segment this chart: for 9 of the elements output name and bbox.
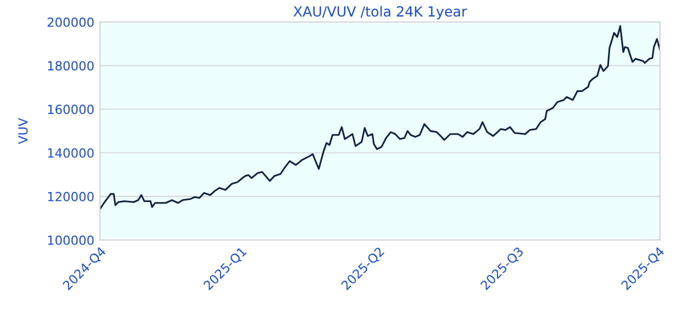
y-tick-label: 160000 [48,104,94,114]
chart-title: XAU/VUV /tola 24K 1year [293,6,467,20]
y-tick-label: 140000 [48,148,94,158]
y-tick-label: 100000 [48,235,94,245]
y-tick-label: 180000 [48,61,94,71]
y-tick-label: 200000 [48,17,94,27]
y-tick-label: 120000 [48,192,94,202]
y-axis-title: VUV [18,118,28,144]
line-series [100,25,660,210]
